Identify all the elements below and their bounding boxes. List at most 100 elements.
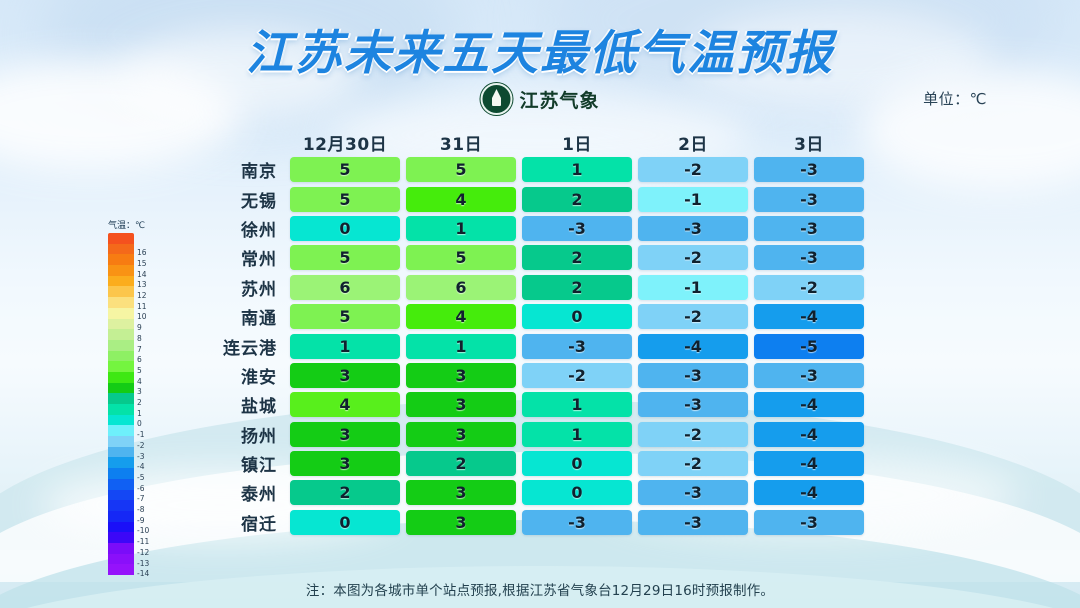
temperature-cell: -4 — [754, 392, 864, 418]
temperature-cell: 3 — [290, 421, 400, 447]
temperature-legend: 气温：℃ 16 15 14 13 12 11 10 9 8 7 6 5 4 3 2 1 0 -1 -2 -3 -4 -5-… — [108, 218, 164, 579]
temperature-cell: 2 — [406, 451, 516, 477]
legend-band — [108, 414, 134, 426]
temperature-cell: 6 — [290, 274, 400, 300]
temperature-cell: -2 — [638, 157, 748, 183]
legend-tick-label: -8 — [137, 505, 145, 514]
legend-tick-label: -14 — [137, 569, 150, 579]
temperature-cell: -3 — [754, 362, 864, 388]
legend-tick-label: 7 — [137, 344, 142, 354]
forecast-table: 12月30日 31日 1日 2日 3日 南京 5 5 1 -2 -3 无锡 5 4 2 -1 -3 徐州 0 1 -3… — [190, 128, 870, 537]
temperature-cell: -4 — [754, 421, 864, 447]
legend-tick-label: 0 — [137, 419, 142, 429]
legend-band — [108, 478, 134, 490]
temperature-cell: 3 — [406, 392, 516, 418]
temperature-cell: 1 — [290, 333, 400, 359]
legend-band — [108, 553, 134, 565]
temperature-cell: -4 — [754, 304, 864, 330]
legend-tick-label: 11 — [137, 301, 147, 311]
temperature-cell: 3 — [406, 480, 516, 506]
temperature-cell: -3 — [754, 509, 864, 535]
legend-tick-label: 9 — [137, 323, 142, 333]
temperature-cell: 4 — [406, 186, 516, 212]
unit-label: 单位：℃ — [923, 90, 987, 108]
column-header-3: 2日 — [678, 135, 708, 155]
legend-tick-label: 10 — [137, 312, 147, 322]
temperature-cell: 3 — [290, 362, 400, 388]
legend-tick-label: 8 — [137, 333, 142, 343]
temperature-cell: 2 — [522, 186, 632, 212]
table-row: 泰州 2 3 0 -3 -4 — [190, 478, 870, 507]
legend-tick-label: -6 — [137, 483, 145, 493]
temperature-cell: -3 — [754, 186, 864, 212]
cloud-2 — [120, 30, 360, 120]
legend-tick-label: -10 — [137, 526, 150, 536]
page-title: 江苏未来五天最低气温预报 — [246, 26, 834, 81]
legend-tick-label: -3 — [137, 451, 145, 461]
table-row: 徐州 0 1 -3 -3 -3 — [190, 214, 870, 243]
legend-band — [108, 318, 134, 330]
legend-tick-label: 1 — [137, 408, 142, 418]
legend-band — [108, 233, 134, 244]
legend-tick-label: -7 — [137, 494, 145, 504]
legend-tick-label: -12 — [137, 547, 150, 557]
legend-caption: 气温：℃ — [108, 221, 146, 231]
legend-band — [108, 532, 134, 543]
legend-tick-label: 13 — [137, 280, 147, 290]
city-label: 南通 — [241, 309, 277, 330]
temperature-cell: 5 — [290, 245, 400, 271]
legend-tick-label: 6 — [137, 355, 142, 365]
legend-band — [108, 436, 134, 447]
legend-band — [108, 489, 134, 501]
temperature-cell: -2 — [638, 421, 748, 447]
table-row: 连云港 1 1 -3 -4 -5 — [190, 331, 870, 360]
temperature-cell: 1 — [522, 421, 632, 447]
temperature-cell: -3 — [522, 215, 632, 241]
temperature-cell: 3 — [290, 451, 400, 477]
legend-tick-label: 2 — [137, 398, 142, 407]
table-row: 南通 5 4 0 -2 -4 — [190, 302, 870, 331]
temperature-cell: 2 — [522, 274, 632, 300]
temperature-cell: 5 — [290, 304, 400, 330]
city-label: 镇江 — [241, 456, 277, 477]
city-label: 宿迁 — [241, 514, 277, 535]
logo-row: 江苏气象 — [0, 83, 1080, 115]
temperature-cell: 1 — [406, 333, 516, 359]
cloud-4 — [860, 70, 1080, 190]
legend-band — [108, 521, 134, 533]
legend-band — [108, 371, 134, 383]
temperature-cell: -3 — [638, 392, 748, 418]
legend-tick-label: 3 — [137, 387, 142, 397]
legend-band — [108, 468, 134, 479]
city-label: 南京 — [241, 162, 277, 183]
temperature-cell: 2 — [290, 480, 400, 506]
legend-tick-label: -13 — [137, 558, 150, 568]
temperature-cell: -2 — [638, 304, 748, 330]
legend-tick-label: -9 — [137, 515, 145, 525]
table-row: 淮安 3 3 -2 -3 -3 — [190, 361, 870, 390]
temperature-cell: 6 — [406, 274, 516, 300]
legend-band — [108, 329, 134, 340]
temperature-cell: 3 — [406, 421, 516, 447]
temperature-cell: 0 — [290, 509, 400, 535]
temperature-cell: 5 — [290, 186, 400, 212]
temperature-cell: -2 — [754, 274, 864, 300]
temperature-cell: -3 — [754, 245, 864, 271]
legend-band — [108, 307, 134, 319]
temperature-cell: 5 — [406, 157, 516, 183]
legend-band — [108, 500, 134, 511]
temperature-cell: -3 — [754, 215, 864, 241]
temperature-cell: 4 — [290, 392, 400, 418]
city-label: 徐州 — [241, 220, 277, 241]
temperature-cell: -3 — [754, 157, 864, 183]
legend-tick-label: 14 — [137, 269, 147, 279]
city-label: 淮安 — [241, 367, 277, 388]
temperature-cell: 2 — [522, 245, 632, 271]
legend-band — [108, 393, 134, 404]
footer-note: 注：本图为各城市单个站点预报,根据江苏省气象台12月29日16时预报制作。 — [305, 583, 775, 599]
table-row: 镇江 3 2 0 -2 -4 — [190, 449, 870, 478]
legend-band — [108, 564, 134, 575]
legend-band — [108, 350, 134, 362]
legend-tick-label: 4 — [137, 376, 142, 386]
brand-name: 江苏气象 — [519, 89, 600, 112]
